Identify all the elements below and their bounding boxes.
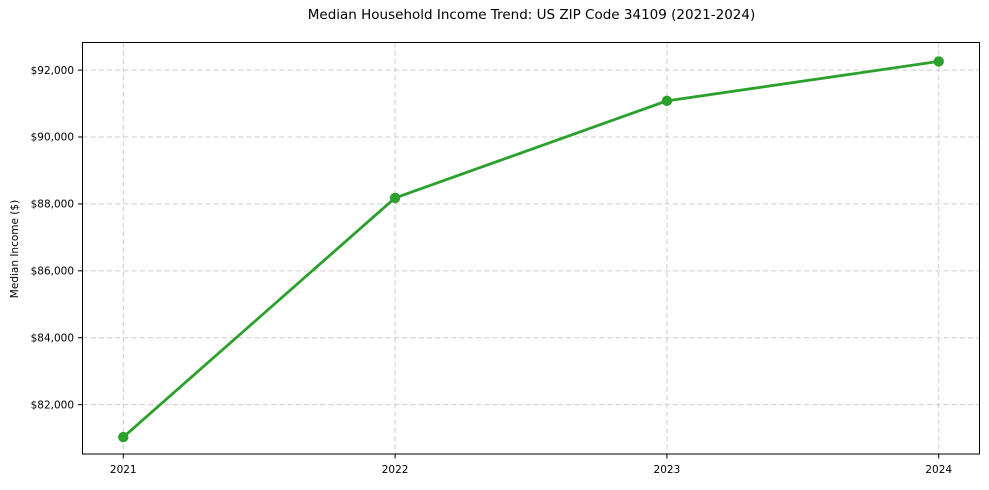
x-tick-label: 2021 [110, 464, 137, 476]
y-tick-label: $88,000 [31, 199, 74, 211]
y-tick-label: $92,000 [31, 65, 74, 77]
x-tick-label: 2024 [925, 464, 952, 476]
y-tick-label: $82,000 [31, 399, 74, 411]
x-tick-label: 2022 [382, 464, 409, 476]
y-tick-label: $90,000 [31, 132, 74, 144]
plot-border [82, 42, 980, 455]
data-point-2024 [933, 56, 944, 67]
trend-line [121, 60, 941, 439]
y-tick-label: $86,000 [31, 266, 74, 278]
chart-title: Median Household Income Trend: US ZIP Co… [307, 7, 756, 23]
data-point-2023 [661, 95, 673, 107]
x-tick-label: 2023 [654, 464, 681, 476]
y-tick-label: $84,000 [31, 332, 74, 344]
data-point-2022 [389, 192, 401, 204]
data-point-2021 [118, 431, 129, 443]
